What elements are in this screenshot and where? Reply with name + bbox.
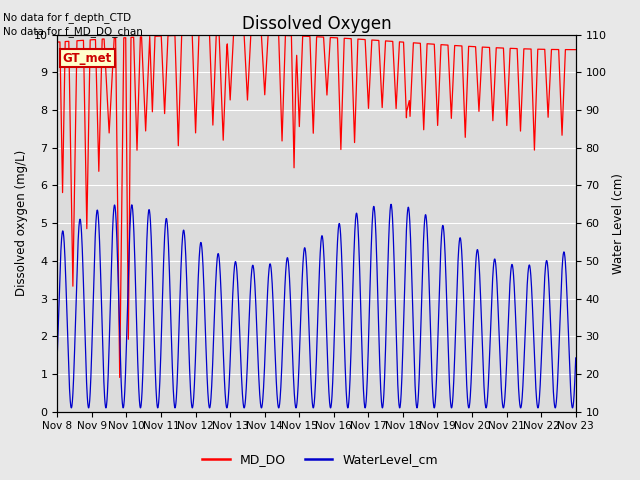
Text: No data for f_depth_CTD: No data for f_depth_CTD <box>3 12 131 23</box>
Text: No data for f_MD_DO_chan: No data for f_MD_DO_chan <box>3 26 143 37</box>
Legend: MD_DO, WaterLevel_cm: MD_DO, WaterLevel_cm <box>197 448 443 471</box>
Y-axis label: Water Level (cm): Water Level (cm) <box>612 173 625 274</box>
Text: GT_met: GT_met <box>63 51 112 64</box>
Y-axis label: Dissolved oxygen (mg/L): Dissolved oxygen (mg/L) <box>15 150 28 296</box>
Title: Dissolved Oxygen: Dissolved Oxygen <box>242 15 391 33</box>
